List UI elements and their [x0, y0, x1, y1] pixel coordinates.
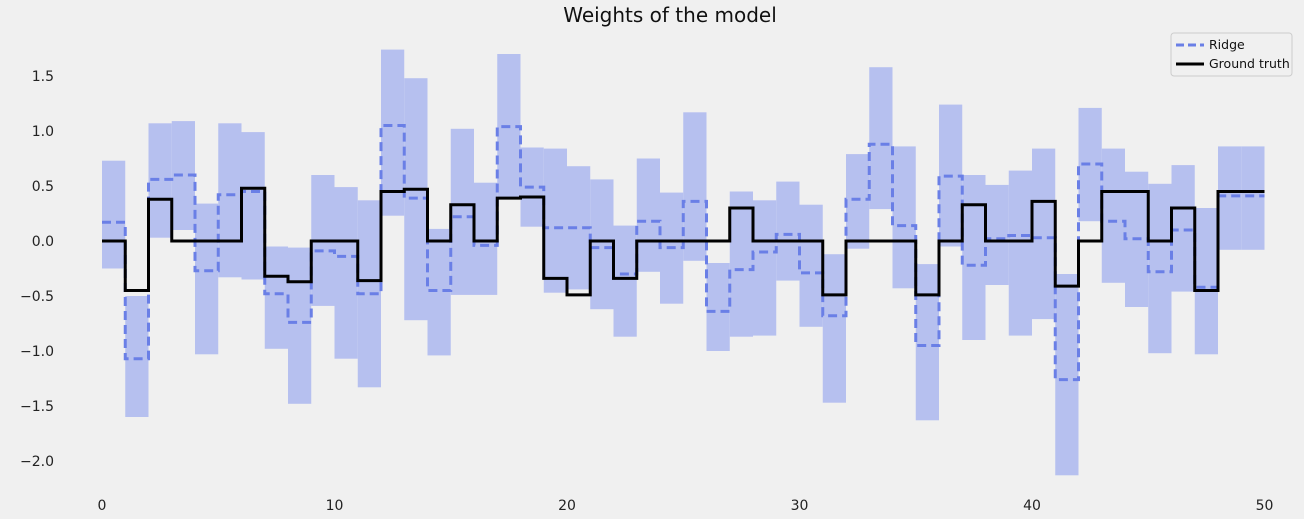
- ground-truth-line: [102, 186, 1265, 297]
- ridge-band-6: [241, 132, 265, 280]
- ridge-band-14: [427, 228, 451, 356]
- ridge-band-28: [753, 200, 777, 336]
- ridge-band-5: [218, 123, 242, 278]
- y-tick-label: −2.0: [20, 454, 54, 470]
- ridge-band-25: [683, 112, 707, 261]
- ridge-uncertainty-bands: [102, 49, 1265, 476]
- ridge-band-1: [125, 296, 149, 417]
- legend-ridge-label: Ridge: [1209, 37, 1245, 52]
- ridge-band-39: [1008, 170, 1032, 336]
- y-tick-label: 0.0: [32, 234, 54, 250]
- ridge-band-16: [474, 182, 498, 295]
- ridge-band-41: [1055, 274, 1079, 476]
- ridge-band-29: [776, 181, 800, 281]
- legend-ground-truth-label: Ground truth: [1209, 56, 1290, 71]
- y-tick-label: −0.5: [20, 289, 54, 305]
- ridge-band-2: [148, 123, 172, 238]
- ridge-band-23: [636, 158, 660, 272]
- series-lines: [102, 124, 1265, 382]
- ridge-band-15: [450, 128, 474, 295]
- y-axis-ticks: 1.5 1.0 0.5 0.0 −0.5 −1.0 −1.5 −2.0: [20, 69, 54, 470]
- ridge-band-33: [869, 67, 893, 210]
- ridge-band-12: [381, 49, 405, 216]
- ridge-band-10: [334, 187, 358, 359]
- ridge-band-48: [1218, 146, 1242, 250]
- ridge-band-31: [822, 254, 846, 403]
- ridge-band-8: [288, 247, 312, 404]
- ridge-band-7: [264, 246, 288, 349]
- ridge-band-21: [590, 179, 614, 310]
- y-tick-label: 0.5: [32, 179, 54, 195]
- x-tick-label: 30: [791, 498, 809, 514]
- ridge-band-20: [567, 166, 591, 290]
- ridge-band-35: [915, 264, 939, 421]
- y-tick-label: −1.5: [20, 399, 54, 415]
- ridge-band-22: [613, 225, 637, 337]
- ridge-band-37: [962, 175, 986, 340]
- ridge-band-4: [195, 203, 219, 355]
- ridge-band-3: [171, 121, 195, 230]
- ridge-band-26: [706, 263, 730, 351]
- ridge-band-32: [846, 154, 870, 249]
- ridge-band-11: [357, 200, 381, 388]
- ridge-band-45: [1148, 183, 1172, 354]
- ridge-line: [102, 124, 1265, 382]
- ridge-band-40: [1032, 148, 1056, 320]
- ridge-band-30: [799, 204, 823, 327]
- x-tick-label: 40: [1023, 498, 1041, 514]
- y-tick-label: −1.0: [20, 344, 54, 360]
- y-tick-label: 1.5: [32, 69, 54, 85]
- x-tick-label: 0: [98, 498, 107, 514]
- y-tick-label: 1.0: [32, 124, 54, 140]
- ridge-band-0: [102, 160, 126, 269]
- x-tick-label: 20: [558, 498, 576, 514]
- ridge-band-27: [729, 191, 753, 337]
- ridge-band-34: [892, 146, 916, 289]
- ridge-band-49: [1241, 146, 1265, 250]
- x-axis-ticks: 0 10 20 30 40 50: [98, 498, 1274, 514]
- ridge-band-19: [543, 148, 567, 293]
- ridge-band-43: [1101, 148, 1125, 283]
- x-tick-label: 50: [1256, 498, 1274, 514]
- legend: Ridge Ground truth: [1170, 32, 1293, 77]
- chart-title: Weights of the model: [563, 3, 777, 27]
- ridge-band-38: [985, 184, 1009, 285]
- ridge-band-47: [1194, 208, 1218, 355]
- ridge-band-46: [1171, 165, 1195, 292]
- x-tick-label: 10: [326, 498, 344, 514]
